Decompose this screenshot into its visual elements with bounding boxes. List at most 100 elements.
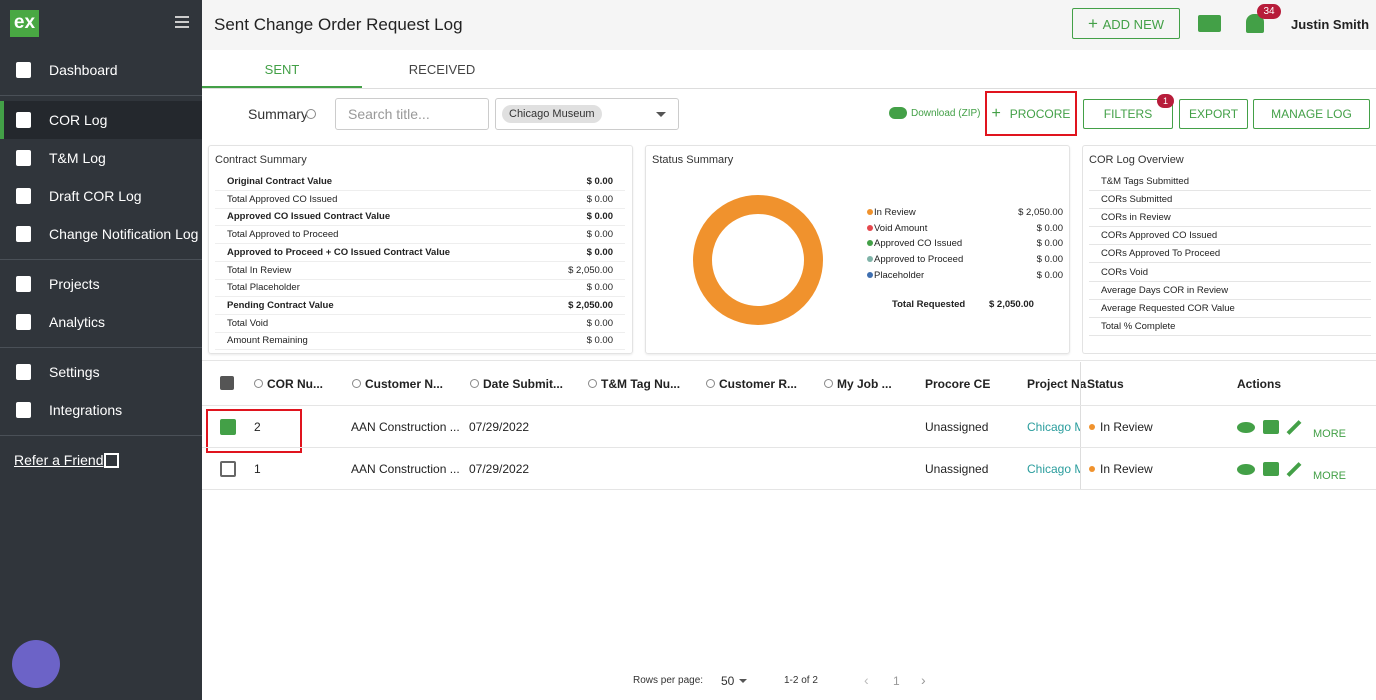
nav-item[interactable]: Settings bbox=[49, 364, 100, 380]
view-icon[interactable] bbox=[1237, 464, 1255, 475]
summary-value: $ 0.00 bbox=[586, 193, 613, 205]
tab[interactable]: RECEIVED bbox=[408, 62, 476, 77]
nav-item[interactable]: T&M Log bbox=[49, 150, 106, 166]
external-icon[interactable] bbox=[104, 453, 119, 468]
summary-label: Pending Contract Value bbox=[227, 299, 334, 311]
manage-log-button[interactable]: MANAGE LOG bbox=[1253, 99, 1370, 129]
row-divider bbox=[215, 349, 625, 351]
column-header[interactable]: Status bbox=[1087, 377, 1124, 391]
nav-item[interactable]: Draft COR Log bbox=[49, 188, 142, 204]
nav-item[interactable]: Change Notification Log bbox=[49, 226, 199, 242]
nav-icon[interactable] bbox=[16, 314, 31, 330]
nav-item[interactable]: Integrations bbox=[49, 402, 123, 418]
column-header[interactable]: Customer R... bbox=[719, 377, 798, 391]
select-all-checkbox[interactable] bbox=[220, 376, 234, 390]
download-icon[interactable] bbox=[889, 107, 907, 119]
nav-icon[interactable] bbox=[16, 364, 31, 380]
edit-icon[interactable] bbox=[1286, 420, 1302, 435]
page-title: Sent Change Order Request Log bbox=[214, 15, 463, 34]
more-button[interactable]: MORE bbox=[1313, 470, 1346, 482]
column-divider bbox=[1080, 362, 1081, 490]
column-header[interactable]: My Job ... bbox=[837, 377, 892, 391]
prev-button[interactable]: ‹ bbox=[864, 672, 869, 688]
page-number[interactable]: 1 bbox=[893, 674, 900, 688]
column-header[interactable]: T&M Tag Nu... bbox=[601, 377, 681, 391]
download-link[interactable]: Download (ZIP) bbox=[911, 108, 981, 119]
cell: Unassigned bbox=[925, 462, 989, 476]
collapse-icon[interactable] bbox=[175, 16, 189, 18]
column-header[interactable]: Project Na bbox=[1027, 377, 1087, 391]
more-button[interactable]: MORE bbox=[1313, 428, 1346, 440]
summary-value: $ 0.00 bbox=[586, 211, 613, 223]
search-input[interactable]: Search title... bbox=[335, 98, 489, 130]
row-border bbox=[202, 489, 1376, 490]
project-link[interactable]: Chicago M bbox=[1027, 420, 1080, 434]
chat-button[interactable] bbox=[12, 640, 60, 688]
rows-per-page-select[interactable]: 50 bbox=[721, 674, 735, 688]
refer-link[interactable]: Refer a Friend bbox=[14, 452, 104, 468]
user-name[interactable]: Justin Smith bbox=[1291, 17, 1370, 32]
summary-label: Original Contract Value bbox=[227, 176, 333, 187]
export-button[interactable]: EXPORT bbox=[1179, 99, 1248, 129]
edit-icon[interactable] bbox=[1286, 462, 1302, 477]
overview-item: Average Days COR in Review bbox=[1101, 284, 1229, 296]
row-checkbox[interactable] bbox=[220, 461, 236, 477]
overview-item: CORs Void bbox=[1101, 266, 1148, 278]
comment-icon[interactable] bbox=[1263, 420, 1279, 434]
add-new-button[interactable]: + ADD NEW bbox=[1072, 8, 1180, 39]
status-summary-card: Status Summary In Review $ 2,050.00 Void Am… bbox=[645, 145, 1070, 354]
summary-label: Amount Remaining bbox=[227, 335, 308, 347]
column-header[interactable]: Actions bbox=[1237, 377, 1282, 391]
legend-label: In Review bbox=[874, 207, 916, 218]
nav-icon[interactable] bbox=[16, 188, 31, 204]
nav-icon[interactable] bbox=[16, 402, 31, 418]
cell: 1 bbox=[254, 462, 261, 476]
row-divider bbox=[215, 207, 625, 209]
active-nav bbox=[0, 101, 202, 139]
comment-icon[interactable] bbox=[1263, 462, 1279, 476]
overview-item: T&M Tags Submitted bbox=[1101, 176, 1190, 187]
mail-icon[interactable] bbox=[1198, 15, 1221, 32]
project-link[interactable]: Chicago M bbox=[1027, 462, 1080, 476]
next-button[interactable]: › bbox=[921, 672, 926, 688]
nav-item[interactable]: Projects bbox=[49, 276, 100, 292]
column-header[interactable]: Customer N... bbox=[365, 377, 444, 391]
nav-item[interactable]: Dashboard bbox=[49, 62, 118, 78]
nav-item[interactable]: Analytics bbox=[49, 314, 106, 330]
legend-label: Void Amount bbox=[874, 222, 928, 234]
tab[interactable]: SENT bbox=[264, 62, 300, 77]
column-header[interactable]: COR Nu... bbox=[267, 377, 323, 391]
nav-icon[interactable] bbox=[16, 226, 31, 242]
legend-value: $ 0.00 bbox=[1036, 254, 1063, 266]
row-divider bbox=[215, 243, 625, 245]
help-icon bbox=[306, 109, 316, 119]
nav-item[interactable]: COR Log bbox=[49, 112, 108, 128]
project-select[interactable]: Chicago Museum bbox=[495, 98, 679, 130]
status-dot bbox=[1089, 466, 1095, 472]
filters-button[interactable]: FILTERS bbox=[1083, 99, 1173, 129]
overview-item: Average Requested COR Value bbox=[1101, 302, 1235, 314]
overview-item: Total % Complete bbox=[1101, 320, 1176, 332]
row-divider bbox=[1089, 280, 1371, 282]
nav-icon[interactable] bbox=[16, 276, 31, 292]
column-header[interactable]: Date Submit... bbox=[483, 377, 564, 391]
row-divider bbox=[1089, 190, 1371, 191]
tabs-border bbox=[202, 88, 1376, 89]
summary-label[interactable]: Summary bbox=[248, 106, 308, 122]
separator bbox=[0, 347, 202, 348]
procore-button[interactable]: + PROCORE bbox=[985, 91, 1077, 136]
bell-icon[interactable] bbox=[1246, 14, 1264, 33]
page-range: 1-2 of 2 bbox=[784, 675, 818, 686]
column-header[interactable]: Procore CE bbox=[925, 377, 991, 391]
view-icon[interactable] bbox=[1237, 422, 1255, 433]
select-arrow[interactable] bbox=[739, 679, 747, 683]
summary-label: Total Approved to Proceed bbox=[227, 229, 339, 241]
row-checkbox[interactable] bbox=[220, 419, 236, 435]
nav-icon[interactable] bbox=[16, 62, 31, 78]
filters-badge: 1 bbox=[1157, 94, 1174, 108]
project-chip: Chicago Museum bbox=[502, 105, 602, 123]
nav-icon[interactable] bbox=[16, 112, 31, 128]
cell: 07/29/2022 bbox=[469, 420, 530, 434]
nav-icon[interactable] bbox=[16, 150, 31, 166]
summary-label: Approved CO Issued Contract Value bbox=[227, 211, 391, 223]
